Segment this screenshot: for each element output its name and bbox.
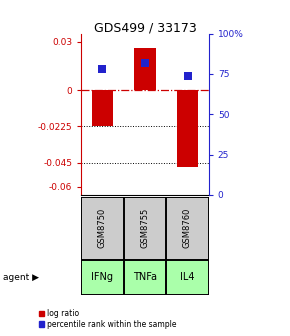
Text: TNFa: TNFa (133, 272, 157, 282)
Point (143, 60, 147, 65)
Bar (134, 48, 156, 90)
Point (100, 67, 105, 72)
Text: GSM8750: GSM8750 (97, 208, 106, 248)
Text: IL4: IL4 (180, 272, 194, 282)
Text: agent ▶: agent ▶ (3, 273, 39, 282)
Legend: log ratio, percentile rank within the sample: log ratio, percentile rank within the sa… (39, 309, 177, 329)
Point (185, 73, 190, 78)
Text: GSM8760: GSM8760 (183, 207, 192, 248)
Text: GDS499 / 33173: GDS499 / 33173 (94, 22, 196, 35)
Bar (177, 90, 198, 167)
Text: IFNg: IFNg (91, 272, 113, 282)
Text: GSM8755: GSM8755 (140, 208, 149, 248)
Bar (92, 90, 113, 126)
